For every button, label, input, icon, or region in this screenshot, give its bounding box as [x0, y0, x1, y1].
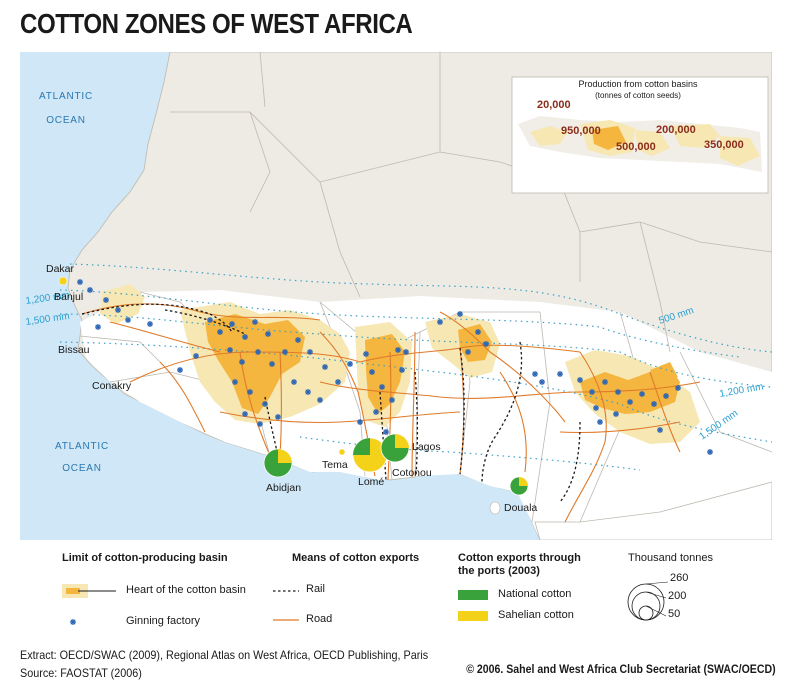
inset-value: 950,000	[561, 125, 601, 137]
footer-source: Source: FAOSTAT (2006)	[20, 666, 142, 680]
inset-subtitle: (tonnes of cotton seeds)	[595, 91, 681, 100]
national-swatch	[458, 590, 488, 600]
footer-extract: Extract: OECD/SWAC (2009), Regional Atla…	[20, 648, 429, 662]
legend-road: Road	[306, 613, 333, 625]
scale-value-260: 260	[670, 572, 689, 584]
city-label-douala: Douala	[504, 502, 537, 514]
road-swatch	[273, 619, 299, 621]
isohyet-lines	[59, 263, 772, 471]
inset-title: Production from cotton basins	[578, 79, 698, 89]
inset-value: 500,000	[616, 141, 656, 153]
legend-national: National cotton	[498, 588, 572, 600]
legend-ports-heading-2: the ports (2003)	[458, 565, 540, 577]
footer-copyright: © 2006. Sahel and West Africa Club Secre…	[466, 662, 776, 676]
pie-lome	[352, 437, 388, 473]
island	[489, 501, 501, 515]
inset-value: 20,000	[537, 99, 571, 111]
city-label-bissau: Bissau	[58, 344, 90, 356]
city-label-lome: Lomé	[358, 476, 384, 488]
ocean-label: ATLANTIC	[39, 91, 93, 102]
city-label-abidjan: Abidjan	[266, 482, 301, 494]
pie-douala	[509, 476, 529, 496]
ocean-label: OCEAN	[62, 463, 102, 474]
pie-dakar	[58, 276, 68, 286]
rail-swatch	[273, 590, 299, 592]
city-label-conakry: Conakry	[92, 380, 132, 392]
legend-exports-heading: Means of cotton exports	[292, 552, 420, 564]
legend-ginning: Ginning factory	[126, 615, 200, 627]
city-label-banjul: Banjul	[54, 291, 83, 303]
scale-value-50: 50	[668, 608, 681, 620]
ocean-label: ATLANTIC	[55, 441, 109, 452]
sahelian-swatch	[458, 611, 488, 621]
inset-value: 200,000	[656, 124, 696, 136]
city-label-tema: Tema	[322, 459, 348, 471]
ginning-icon	[69, 618, 77, 626]
map-title: COTTON ZONES OF WEST AFRICA	[20, 8, 413, 39]
inset-map: Production from cotton basins (tonnes of…	[511, 76, 769, 194]
legend-ports-heading: Cotton exports through	[458, 552, 581, 564]
scale-value-200: 200	[668, 590, 687, 602]
pie-cotonou	[380, 433, 410, 463]
legend-basin-heading: Limit of cotton-producing basin	[62, 552, 228, 564]
ocean-label: OCEAN	[46, 115, 86, 126]
legend-rail: Rail	[306, 583, 325, 595]
scale-circles	[627, 581, 669, 621]
inset-value: 350,000	[704, 139, 744, 151]
legend: Limit of cotton-producing basin Heart of…	[0, 540, 792, 640]
city-label-dakar: Dakar	[46, 263, 75, 275]
pie-tema	[338, 448, 346, 456]
city-label-lagos: Lagos	[412, 441, 441, 453]
legend-basin-heart: Heart of the cotton basin	[126, 584, 246, 596]
basin-swatch	[62, 584, 116, 598]
city-label-cotonou: Cotonou	[392, 467, 432, 479]
legend-sahelian: Sahelian cotton	[498, 609, 574, 621]
legend-scale-title: Thousand tonnes	[628, 552, 714, 564]
pie-abidjan	[263, 448, 293, 478]
port-pies	[58, 276, 529, 496]
map-canvas: ATLANTIC OCEAN ATLANTIC OCEAN 1,200 mm 1…	[20, 52, 772, 540]
map-panel: ATLANTIC OCEAN ATLANTIC OCEAN 1,200 mm 1…	[20, 52, 772, 540]
